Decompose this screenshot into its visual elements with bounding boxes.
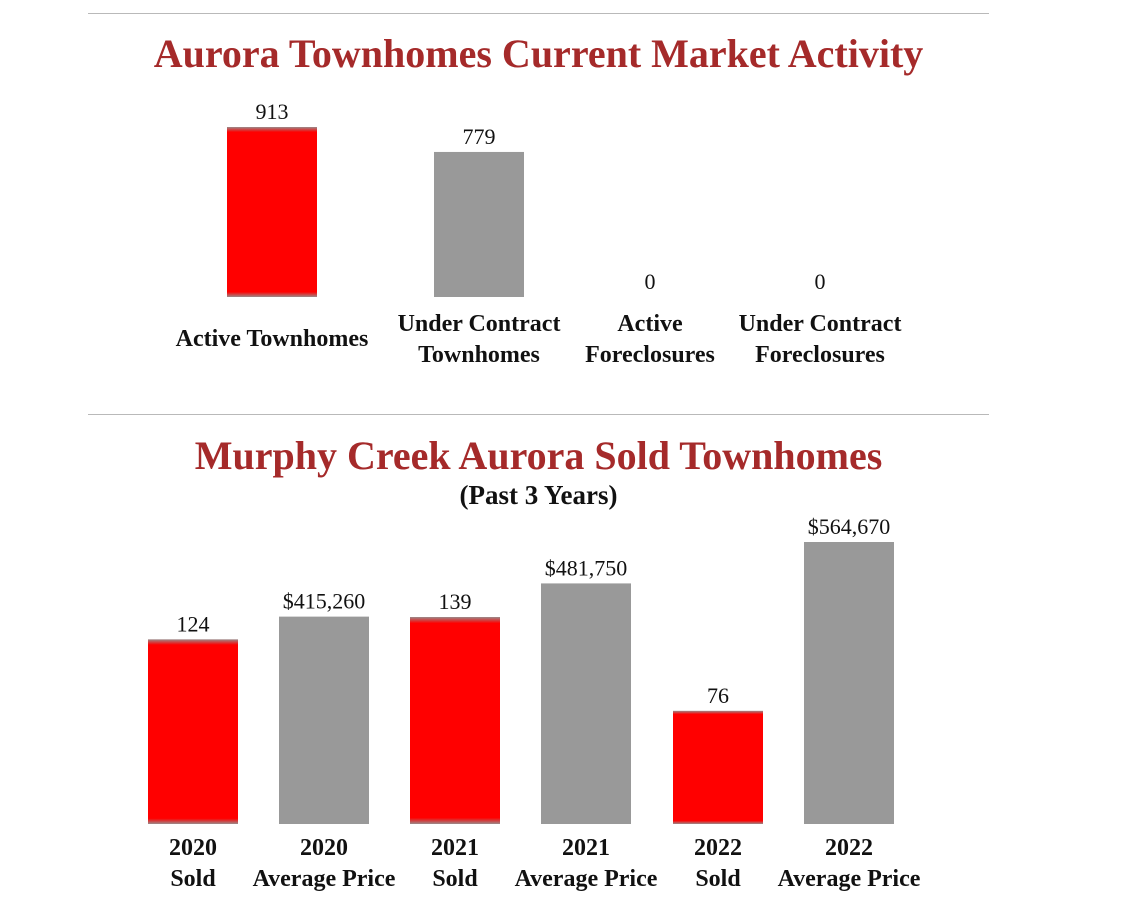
chart1-title: Aurora Townhomes Current Market Activity bbox=[153, 31, 924, 76]
data-label-1: 779 bbox=[463, 124, 496, 149]
data-label-3: $481,750 bbox=[545, 555, 628, 580]
bar-0 bbox=[227, 127, 317, 297]
category-label-1-1: Average Price bbox=[253, 866, 396, 892]
data-label-0: 124 bbox=[177, 611, 210, 636]
bar-1 bbox=[279, 616, 369, 824]
bar-4 bbox=[673, 710, 763, 824]
middle-divider bbox=[88, 414, 989, 415]
category-label-2-1: Foreclosures bbox=[585, 342, 715, 368]
category-label-5-1: Average Price bbox=[778, 866, 921, 892]
bar-5 bbox=[804, 542, 894, 824]
category-label-3-1: Foreclosures bbox=[755, 342, 885, 368]
data-label-2: 139 bbox=[439, 589, 472, 614]
category-label-2-0: 2021 bbox=[431, 835, 479, 861]
data-label-0: 913 bbox=[256, 99, 289, 124]
category-label-1-0: Under Contract bbox=[398, 311, 561, 337]
category-label-1-1: Townhomes bbox=[418, 342, 540, 368]
chart1-plot: 913 Active Townhomes 779 Under Contract Town… bbox=[176, 99, 902, 368]
category-label-4-0: 2022 bbox=[694, 835, 742, 861]
category-label-3-0: Under Contract bbox=[739, 311, 902, 337]
data-label-4: 76 bbox=[707, 683, 729, 708]
chart2-title: Murphy Creek Aurora Sold Townhomes bbox=[194, 433, 883, 478]
data-label-3: 0 bbox=[815, 269, 826, 294]
category-label-5-0: 2022 bbox=[825, 835, 873, 861]
bar-3 bbox=[541, 583, 631, 824]
data-label-5: $564,670 bbox=[808, 514, 891, 539]
category-label-0-0: Active Townhomes bbox=[176, 326, 369, 352]
chart2-plot: 124 2020 Sold $415,260 2020 Average Price 139 2… bbox=[148, 514, 921, 892]
category-label-4-1: Sold bbox=[695, 866, 741, 892]
category-label-3-1: Average Price bbox=[515, 866, 658, 892]
category-label-2-0: Active bbox=[617, 311, 683, 337]
category-label-1-0: 2020 bbox=[300, 835, 348, 861]
category-label-0-0: 2020 bbox=[169, 835, 217, 861]
bar-1 bbox=[434, 151, 524, 297]
bar-2 bbox=[410, 617, 500, 824]
category-label-3-0: 2021 bbox=[562, 835, 610, 861]
top-divider bbox=[88, 13, 989, 14]
category-label-0-1: Sold bbox=[170, 866, 216, 892]
data-label-1: $415,260 bbox=[283, 589, 366, 614]
data-label-2: 0 bbox=[645, 269, 656, 294]
bar-0 bbox=[148, 639, 238, 824]
chart2-subtitle: (Past 3 Years) bbox=[459, 480, 618, 510]
category-label-2-1: Sold bbox=[432, 866, 478, 892]
